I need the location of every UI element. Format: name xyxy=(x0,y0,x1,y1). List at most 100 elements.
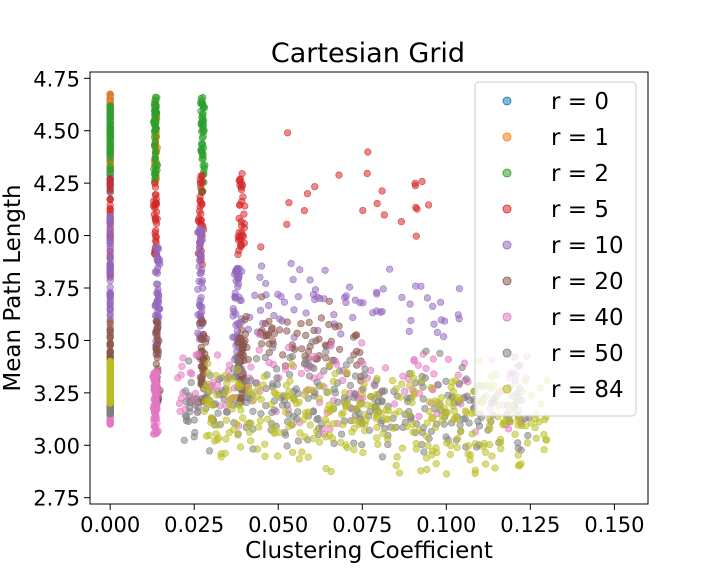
scatter-point xyxy=(427,384,435,392)
scatter-point xyxy=(336,345,344,353)
scatter-point xyxy=(261,440,269,448)
scatter-point xyxy=(448,378,456,386)
scatter-point xyxy=(251,291,259,300)
scatter-point xyxy=(255,330,264,339)
scatter-point xyxy=(488,452,496,460)
scatter-point xyxy=(305,362,314,370)
scatter-point xyxy=(193,408,202,417)
scatter-point xyxy=(391,400,399,408)
scatter-point xyxy=(106,267,114,275)
scatter-point xyxy=(311,295,319,304)
scatter-point xyxy=(198,97,206,105)
scatter-point xyxy=(320,367,328,375)
scatter-point xyxy=(230,308,238,316)
scatter-point xyxy=(308,338,316,346)
scatter-point xyxy=(151,167,159,175)
scatter-point xyxy=(358,390,366,398)
scatter-point xyxy=(341,398,349,407)
scatter-point xyxy=(458,364,466,372)
scatter-point xyxy=(261,353,269,362)
scatter-point xyxy=(311,286,320,294)
x-axis-label: Clustering Coefficient xyxy=(245,538,493,564)
scatter-point xyxy=(154,304,162,312)
scatter-point xyxy=(106,365,114,373)
scatter-point xyxy=(408,398,416,407)
scatter-point xyxy=(515,462,524,470)
scatter-point xyxy=(351,296,360,304)
scatter-point xyxy=(284,343,293,352)
scatter-point xyxy=(197,183,205,191)
scatter-point xyxy=(247,363,255,371)
scatter-point xyxy=(238,229,246,237)
scatter-point xyxy=(432,460,440,468)
x-tick-label: 0.000 xyxy=(80,513,140,537)
scatter-point xyxy=(532,434,540,442)
scatter-point xyxy=(311,183,319,191)
scatter-point xyxy=(382,415,390,423)
scatter-point xyxy=(410,357,418,365)
scatter-point xyxy=(361,410,370,418)
scatter-point xyxy=(450,407,458,415)
scatter-point xyxy=(283,327,291,335)
scatter-point xyxy=(285,199,293,207)
scatter-point xyxy=(430,370,438,378)
scatter-point xyxy=(428,447,437,455)
scatter-point xyxy=(286,371,294,379)
scatter-point xyxy=(232,321,240,329)
legend-label: r = 1 xyxy=(551,125,609,151)
scatter-point xyxy=(466,396,474,404)
scatter-point xyxy=(331,370,339,378)
scatter-point xyxy=(239,193,247,201)
scatter-point xyxy=(318,382,326,390)
scatter-point xyxy=(423,465,431,474)
scatter-point xyxy=(153,269,161,277)
scatter-point xyxy=(356,348,364,357)
scatter-point xyxy=(475,422,484,430)
y-tick-label: 3.75 xyxy=(33,277,80,301)
scatter-point xyxy=(373,200,381,208)
scatter-point xyxy=(270,406,279,414)
scatter-point xyxy=(455,285,464,293)
scatter-point xyxy=(244,356,252,364)
scatter-point xyxy=(379,285,387,293)
scatter-point xyxy=(257,410,265,418)
legend-label: r = 40 xyxy=(551,305,624,331)
scatter-point xyxy=(337,439,345,447)
scatter-point xyxy=(321,266,329,274)
scatter-point xyxy=(348,428,356,436)
scatter-point xyxy=(322,354,330,362)
scatter-point xyxy=(106,187,114,195)
x-tick-label: 0.025 xyxy=(164,513,224,537)
scatter-point xyxy=(359,206,367,215)
legend-label: r = 2 xyxy=(551,161,609,187)
scatter-point xyxy=(274,290,282,299)
scatter-point xyxy=(273,365,281,373)
scatter-point xyxy=(106,311,114,320)
scatter-point xyxy=(299,416,307,424)
scatter-point xyxy=(214,351,222,359)
scatter-point xyxy=(330,311,338,319)
scatter-point xyxy=(106,259,114,267)
scatter-point xyxy=(523,439,532,447)
scatter-point xyxy=(195,256,203,265)
scatter-point xyxy=(106,380,114,388)
scatter-point xyxy=(225,429,233,437)
scatter-point xyxy=(280,298,289,306)
scatter-point xyxy=(411,179,419,187)
scatter-point xyxy=(152,124,160,132)
legend-marker xyxy=(502,168,512,178)
scatter-point xyxy=(363,401,371,409)
scatter-point xyxy=(222,435,230,443)
scatter-point xyxy=(392,385,400,393)
scatter-point xyxy=(392,461,400,470)
y-tick-label: 4.00 xyxy=(33,225,80,249)
scatter-point xyxy=(514,444,522,452)
scatter-point xyxy=(198,308,206,316)
scatter-point xyxy=(437,394,446,402)
scatter-point xyxy=(418,178,426,186)
scatter-point xyxy=(197,210,205,218)
scatter-point xyxy=(217,453,225,461)
scatter-point xyxy=(106,153,114,161)
scatter-point xyxy=(106,145,114,153)
